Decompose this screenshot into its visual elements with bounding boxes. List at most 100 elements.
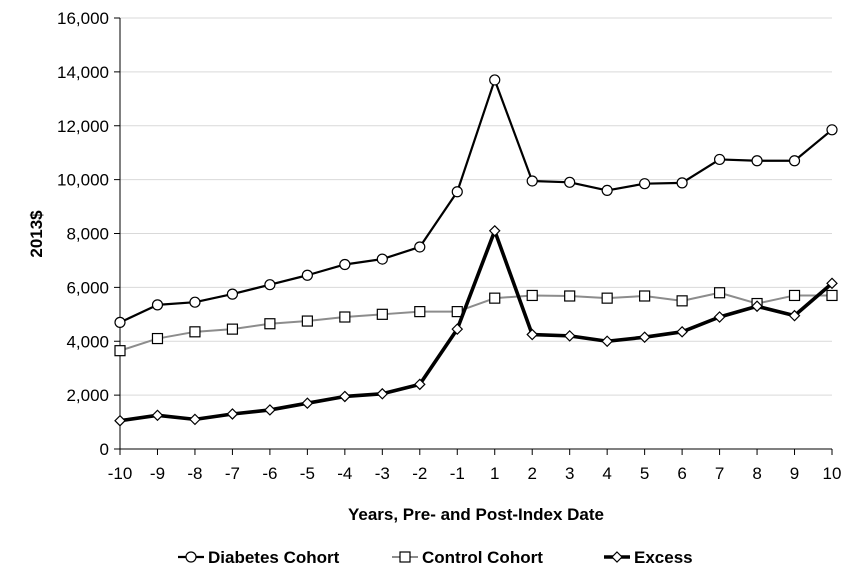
diabetes-cohort-point xyxy=(226,288,239,300)
legend-swatch-marker xyxy=(611,551,623,563)
diabetes-cohort-point xyxy=(151,299,164,311)
x-tick-label: 8 xyxy=(752,464,761,483)
diabetes-cohort-point xyxy=(451,186,463,198)
y-tick-label: 6,000 xyxy=(66,278,109,297)
diabetes-cohort-point xyxy=(489,74,501,86)
control-cohort-point xyxy=(526,289,538,302)
excess-point xyxy=(226,408,239,420)
x-tick-label: -1 xyxy=(450,464,465,483)
control-cohort-point xyxy=(151,332,164,345)
control-cohort-line xyxy=(119,291,832,352)
excess-point xyxy=(338,390,351,403)
diabetes-cohort-point xyxy=(526,175,538,187)
diabetes-cohort-point xyxy=(788,155,801,167)
excess-point xyxy=(601,335,614,348)
series-lines xyxy=(114,74,838,427)
x-tick-label: -2 xyxy=(412,464,427,483)
control-cohort-point xyxy=(676,295,688,307)
excess-line xyxy=(119,229,834,423)
control-cohort-point xyxy=(713,287,726,299)
excess-point xyxy=(676,325,688,338)
x-tick-label: 7 xyxy=(715,464,724,483)
legend-item-excess: Excess xyxy=(604,548,693,567)
y-tick-label: 16,000 xyxy=(57,9,109,28)
control-cohort-point xyxy=(601,292,613,304)
control-cohort-point xyxy=(264,318,276,330)
x-tick-label: 6 xyxy=(677,464,686,483)
diabetes-cohort-point xyxy=(639,178,651,190)
control-cohort-point xyxy=(376,308,388,320)
gridlines xyxy=(120,17,832,396)
x-tick-label: 9 xyxy=(790,464,799,483)
series-diabetes-cohort xyxy=(114,74,838,328)
diabetes-cohort-line xyxy=(119,78,833,324)
excess-point xyxy=(376,387,389,400)
excess-point xyxy=(788,309,801,322)
excess-point xyxy=(563,330,576,342)
legend-swatch-marker xyxy=(185,551,197,563)
x-tick-label: 2 xyxy=(527,464,536,483)
diabetes-cohort-point xyxy=(826,124,838,136)
excess-point xyxy=(526,328,539,341)
diabetes-cohort-point xyxy=(751,155,763,167)
excess-point xyxy=(826,277,838,290)
legend-swatch-marker xyxy=(399,551,411,563)
excess-point xyxy=(264,404,276,416)
series-control-cohort xyxy=(114,287,838,357)
control-cohort-point xyxy=(189,326,201,338)
x-tick-label: -3 xyxy=(375,464,390,483)
legend-item-diabetes-cohort: Diabetes Cohort xyxy=(178,548,340,567)
legend-label: Diabetes Cohort xyxy=(208,548,340,567)
x-tick-label: -7 xyxy=(225,464,240,483)
y-axis-ticks: 0 2,000 4,000 6,000 8,000 10,000 12,000 14,000 1… xyxy=(57,9,120,459)
diabetes-cohort-point xyxy=(564,176,576,188)
diabetes-cohort-point xyxy=(264,279,276,291)
control-cohort-point xyxy=(226,323,239,335)
control-cohort-point xyxy=(114,345,126,357)
excess-point xyxy=(413,378,426,391)
diabetes-cohort-point xyxy=(339,258,351,271)
series-excess xyxy=(114,224,838,427)
diabetes-cohort-point xyxy=(189,296,201,308)
diabetes-cohort-point xyxy=(114,316,126,328)
excess-point xyxy=(114,414,126,427)
x-tick-label: -8 xyxy=(187,464,202,483)
legend-label: Excess xyxy=(634,548,693,567)
diabetes-cohort-point xyxy=(676,177,688,189)
control-cohort-point xyxy=(301,315,313,327)
excess-point xyxy=(301,397,314,410)
excess-point xyxy=(751,300,763,313)
legend: Diabetes Cohort Control Cohort Excess xyxy=(178,548,693,567)
x-tick-label: 3 xyxy=(565,464,574,483)
legend-item-control-cohort: Control Cohort xyxy=(392,548,543,567)
control-cohort-point xyxy=(826,289,838,302)
x-tick-label: 1 xyxy=(490,464,499,483)
x-tick-label: -10 xyxy=(108,464,133,483)
y-tick-label: 2,000 xyxy=(66,386,109,405)
y-tick-label: 4,000 xyxy=(66,332,109,351)
x-tick-label: -4 xyxy=(337,464,352,483)
control-cohort-point xyxy=(564,290,576,302)
x-axis-ticks: -10 -9 -8 -7 -6 -5 -4 -3 -2 -1 1 2 3 4 5 6 7 8 9 10 xyxy=(108,449,842,483)
excess-point xyxy=(451,323,464,335)
x-tick-label: 10 xyxy=(823,464,842,483)
diabetes-cohort-point xyxy=(301,269,313,281)
y-tick-label: 12,000 xyxy=(57,117,109,136)
x-tick-label: -9 xyxy=(150,464,165,483)
control-cohort-point xyxy=(339,311,351,323)
excess-point xyxy=(488,224,501,237)
y-tick-label: 8,000 xyxy=(66,225,109,244)
excess-point xyxy=(638,331,651,344)
y-axis-title: 2013$ xyxy=(27,210,46,258)
y-tick-label: 14,000 xyxy=(57,63,109,82)
y-tick-label: 0 xyxy=(100,440,109,459)
x-tick-label: -5 xyxy=(300,464,315,483)
control-cohort-point xyxy=(788,289,801,302)
control-cohort-point xyxy=(414,306,426,318)
diabetes-cohort-point xyxy=(414,241,426,253)
x-tick-label: 4 xyxy=(602,464,611,483)
diabetes-cohort-point xyxy=(376,253,388,265)
excess-point xyxy=(151,409,164,422)
control-cohort-point xyxy=(639,290,651,302)
